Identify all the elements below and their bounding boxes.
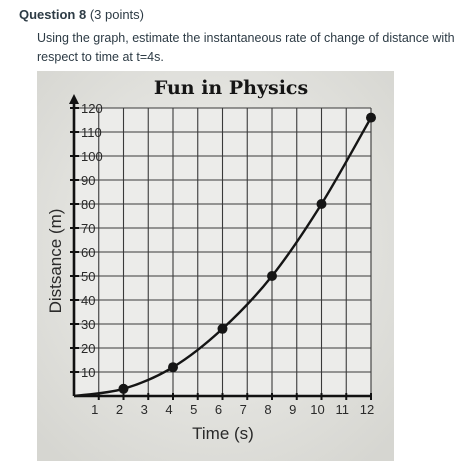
question-points: (3 points) <box>89 7 145 22</box>
x-tick-label: 7 <box>240 402 247 417</box>
question-header: Question 8 (3 points) <box>19 7 144 23</box>
x-tick-label: 1 <box>91 402 98 417</box>
y-tick-label: 80 <box>81 197 95 212</box>
chart-grid <box>74 107 372 396</box>
question-title: Question 8 <box>19 7 87 22</box>
y-tick-label: 10 <box>81 365 95 380</box>
chart-title: Fun in Physics <box>154 77 308 99</box>
data-point <box>366 112 376 123</box>
x-tick-label: 11 <box>336 402 350 417</box>
y-tick-label: 20 <box>81 341 95 356</box>
x-tick-label: 8 <box>264 402 271 417</box>
x-tick-label: 3 <box>141 402 148 417</box>
y-tick-label: 120 <box>81 101 103 116</box>
x-axis-label: Time (s) <box>192 424 254 443</box>
x-tick-label: 12 <box>360 402 374 417</box>
data-point <box>118 383 129 394</box>
y-tick-label: 100 <box>81 149 103 164</box>
y-tick-labels: 10 20 30 40 50 60 70 80 90 100 110 120 <box>70 101 103 380</box>
x-tick-label: 6 <box>215 402 222 417</box>
y-tick-label: 30 <box>81 317 95 332</box>
data-point <box>168 362 178 373</box>
data-point <box>316 199 327 209</box>
distance-time-chart: Fun in Physics 1020304050607080901001101… <box>37 71 394 461</box>
y-axis-label: Distsance (m) <box>46 209 65 314</box>
data-point <box>267 271 277 281</box>
chart-series <box>73 112 376 398</box>
y-tick-label: 70 <box>81 221 95 236</box>
x-tick-label: 10 <box>310 402 324 417</box>
y-tick-label: 110 <box>81 125 102 140</box>
y-tick-label: 60 <box>81 245 95 260</box>
data-point <box>217 323 228 334</box>
y-tick-label: 50 <box>81 269 95 284</box>
x-tick-label: 4 <box>165 402 172 417</box>
y-tick-label: 40 <box>81 293 95 308</box>
x-tick-labels: 1 2 3 4 5 6 7 8 9 10 11 12 <box>91 393 374 417</box>
x-tick-label: 5 <box>190 402 197 417</box>
graph-image: Fun in Physics 10 20 30 40 50 60 70 80 90 100 110 1… <box>37 71 394 461</box>
x-tick-label: 9 <box>289 402 296 417</box>
y-tick-label: 90 <box>81 173 95 188</box>
question-prompt: Using the graph, estimate the instantane… <box>37 31 455 64</box>
y-axis-arrow <box>69 94 79 104</box>
x-tick-label: 2 <box>116 402 123 417</box>
